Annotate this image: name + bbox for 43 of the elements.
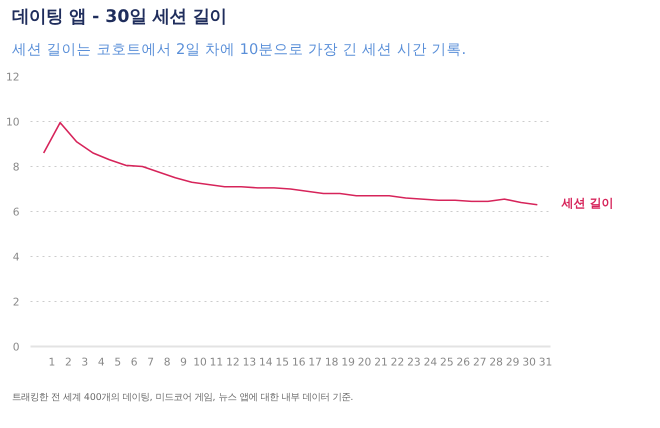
x-tick-label: 23 (407, 355, 421, 368)
y-tick-label: 4 (12, 250, 20, 264)
x-tick-label: 29 (506, 355, 520, 368)
x-tick-label: 18 (324, 355, 339, 368)
x-tick-label: 1 (48, 355, 56, 368)
x-tick-label: 7 (147, 355, 154, 368)
x-tick-label: 24 (424, 355, 438, 368)
x-tick-label: 4 (98, 355, 105, 368)
chart-title: 데이팅 앱 - 30일 세션 길이 (12, 6, 226, 29)
y-tick-label: 12 (6, 70, 20, 84)
x-tick-label: 13 (242, 355, 256, 368)
x-tick-label: 3 (81, 355, 88, 368)
x-tick-label: 21 (374, 355, 388, 368)
y-tick-label: 2 (12, 295, 20, 308)
x-tick-label: 12 (226, 355, 240, 368)
x-tick-label: 31 (538, 355, 552, 368)
x-tick-label: 2 (64, 355, 72, 368)
x-tick-label: 19 (341, 355, 356, 368)
x-tick-label: 5 (114, 355, 122, 368)
x-tick-label: 30 (522, 355, 536, 368)
x-tick-label: 8 (164, 355, 171, 368)
y-tick-label: 10 (6, 115, 20, 128)
x-tick-label: 27 (472, 355, 487, 368)
x-tick-label: 10 (193, 355, 207, 368)
y-tick-label: 8 (12, 160, 20, 174)
line-series (42, 122, 538, 206)
text: 세션 길이 (560, 195, 614, 210)
x-tick-label: 16 (292, 355, 306, 368)
x-tick-label: 26 (456, 355, 470, 368)
x-tick-label: 17 (308, 355, 322, 368)
x-tick-label: 25 (440, 355, 454, 368)
x-tick-label: 20 (358, 355, 372, 368)
x-tick-label: 22 (390, 355, 404, 368)
x-tick-label: 28 (489, 355, 504, 368)
x-tick-label: 15 (275, 355, 290, 368)
x-tick-label: 14 (259, 355, 273, 368)
text: 트래킹한 전 세계 400개의 데이팅, 미드코어 게임, 뉴스 앱에 대한 내부 데이터 기준. (12, 390, 354, 404)
x-tick-label: 6 (130, 355, 138, 368)
x-tick-label: 11 (210, 355, 224, 368)
x-tick-label: 9 (180, 355, 188, 368)
y-tick-label: 6 (12, 205, 20, 218)
chart-subtitle: 세션 길이는 코호트에서 2일 차에 10분으로 가장 긴 세션 시간 기록. (12, 40, 466, 60)
y-tick-label: 0 (12, 340, 20, 354)
